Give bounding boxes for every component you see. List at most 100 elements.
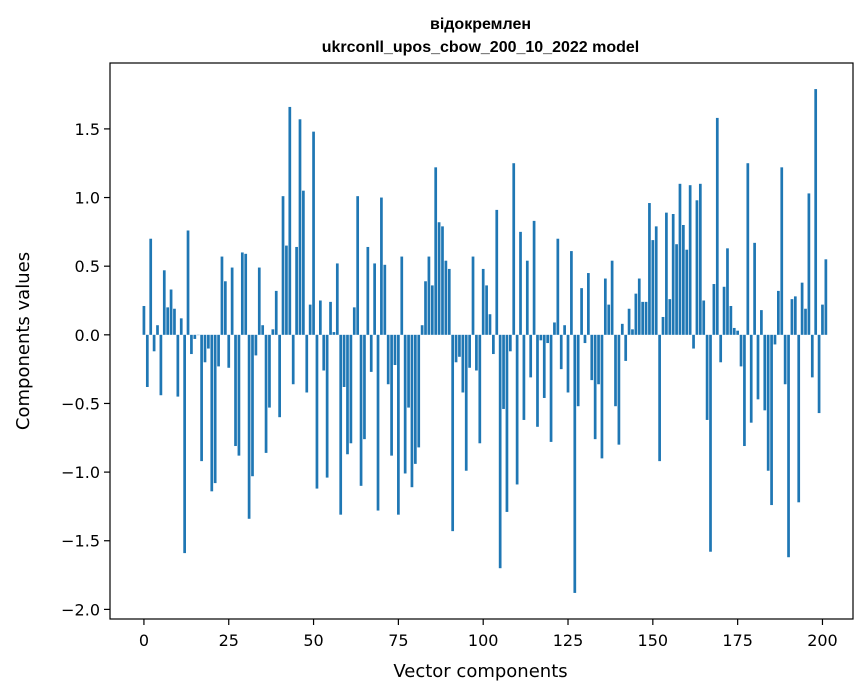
bar-component-41 xyxy=(281,196,285,335)
bar-component-93 xyxy=(458,334,461,357)
bar-component-6 xyxy=(162,270,166,335)
bar-component-166 xyxy=(705,334,709,420)
bar-component-72 xyxy=(386,334,390,385)
bar-component-68 xyxy=(373,263,376,335)
bar-component-8 xyxy=(169,289,173,335)
bar-component-105 xyxy=(498,334,502,569)
bar-component-184 xyxy=(766,334,770,471)
bar-component-110 xyxy=(515,334,519,485)
bar-component-42 xyxy=(285,245,288,335)
bar-component-59 xyxy=(342,334,346,387)
bar-component-115 xyxy=(532,220,536,335)
bar-component-116 xyxy=(536,334,539,427)
bar-component-102 xyxy=(488,314,492,335)
bar-component-154 xyxy=(665,212,668,335)
bar-component-160 xyxy=(685,249,689,335)
bar-component-58 xyxy=(339,334,343,515)
bar-component-113 xyxy=(525,260,529,335)
bar-component-75 xyxy=(397,334,400,515)
bar-component-126 xyxy=(570,251,573,335)
bar-component-181 xyxy=(756,334,760,400)
bar-component-147 xyxy=(641,301,645,335)
bar-component-28 xyxy=(237,334,241,456)
x-tick-label: 150 xyxy=(638,631,669,650)
bar-component-63 xyxy=(356,196,360,335)
bar-component-124 xyxy=(563,325,566,335)
bar-component-66 xyxy=(366,246,370,335)
bar-component-180 xyxy=(753,242,756,335)
bar-component-171 xyxy=(722,286,726,335)
bar-component-62 xyxy=(352,307,356,335)
bar-component-99 xyxy=(478,334,482,444)
bar-component-74 xyxy=(393,334,397,366)
bar-component-70 xyxy=(380,197,383,335)
bar-component-131 xyxy=(587,273,590,335)
bar-component-130 xyxy=(583,334,587,344)
bar-component-161 xyxy=(688,185,692,335)
bar-component-178 xyxy=(746,163,750,335)
bar-component-78 xyxy=(407,334,410,408)
bar-component-31 xyxy=(247,334,251,519)
bar-component-142 xyxy=(624,334,628,361)
bar-component-143 xyxy=(627,308,631,335)
x-axis-label: Vector components xyxy=(393,661,567,682)
y-tick-label: 1.0 xyxy=(75,189,100,208)
bar-component-84 xyxy=(427,256,431,335)
bar-component-73 xyxy=(390,334,393,456)
bar-component-101 xyxy=(485,285,488,335)
bar-component-69 xyxy=(376,334,380,511)
bar-component-56 xyxy=(332,332,336,335)
bar-component-32 xyxy=(251,334,254,477)
bar-component-111 xyxy=(519,231,522,335)
bar-component-197 xyxy=(810,334,814,378)
bar-component-191 xyxy=(790,299,794,335)
bar-component-52 xyxy=(318,300,322,335)
bar-component-163 xyxy=(695,200,699,335)
bar-series xyxy=(142,89,828,593)
bar-component-188 xyxy=(780,167,784,335)
bar-component-79 xyxy=(410,334,414,488)
bar-component-121 xyxy=(553,322,556,335)
bar-component-95 xyxy=(464,334,468,471)
bar-component-185 xyxy=(770,334,773,506)
bar-component-30 xyxy=(244,253,248,335)
bar-component-40 xyxy=(278,334,281,418)
bar-component-45 xyxy=(295,246,298,335)
bar-component-156 xyxy=(671,214,675,335)
bar-component-136 xyxy=(603,278,607,335)
bar-component-46 xyxy=(298,119,302,335)
bar-component-1 xyxy=(145,334,149,387)
bar-component-200 xyxy=(821,304,824,335)
bar-component-145 xyxy=(634,293,638,335)
bar-component-128 xyxy=(576,334,580,407)
bar-component-67 xyxy=(369,334,373,372)
bar-component-23 xyxy=(220,256,224,335)
bar-component-13 xyxy=(186,230,190,335)
x-tick-label: 50 xyxy=(303,631,323,650)
bar-component-10 xyxy=(176,334,180,397)
bar-component-92 xyxy=(454,334,458,363)
bar-component-53 xyxy=(322,334,326,371)
bar-component-7 xyxy=(166,307,170,335)
bar-component-24 xyxy=(223,281,227,335)
bar-component-123 xyxy=(559,334,563,370)
bar-component-141 xyxy=(620,323,624,335)
bar-component-97 xyxy=(471,256,475,335)
bar-component-48 xyxy=(305,334,309,393)
bar-component-108 xyxy=(508,334,512,352)
y-tick-label: −2.0 xyxy=(61,600,100,619)
bar-component-137 xyxy=(607,304,611,335)
bar-component-36 xyxy=(264,334,268,453)
chart-title-line2: ukrconll_upos_cbow_200_10_2022 model xyxy=(322,39,639,56)
bar-component-21 xyxy=(213,334,217,484)
bar-component-193 xyxy=(797,334,801,503)
x-tick-label: 25 xyxy=(219,631,239,650)
y-axis-ticks: −2.0 −1.5 −1.0 −0.5 0.0 0.5 1.0 1.5 xyxy=(61,120,110,619)
bar-component-182 xyxy=(760,310,763,335)
bar-component-33 xyxy=(254,334,258,356)
bar-component-194 xyxy=(800,282,804,335)
bar-component-64 xyxy=(359,334,363,486)
bar-component-87 xyxy=(437,222,441,335)
bar-component-196 xyxy=(807,193,811,335)
bar-component-90 xyxy=(447,268,451,335)
